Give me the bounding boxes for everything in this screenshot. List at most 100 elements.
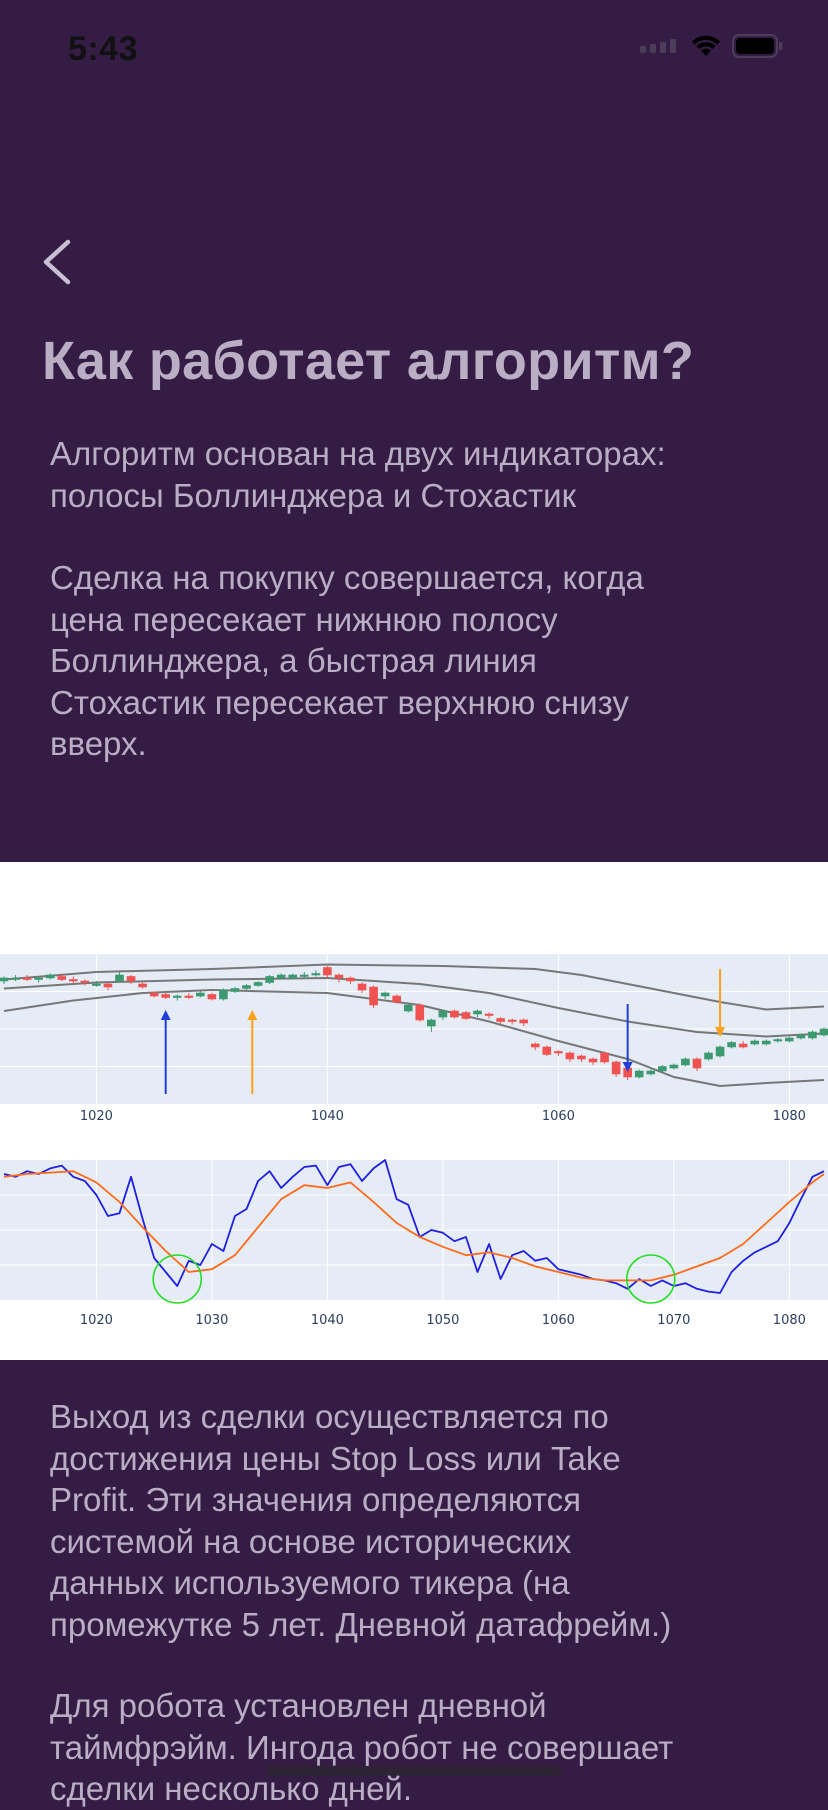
candle-body bbox=[692, 1058, 702, 1069]
candle-body bbox=[346, 977, 355, 982]
candle-body bbox=[392, 995, 401, 1003]
candle-body bbox=[565, 1052, 575, 1060]
candle-body bbox=[369, 986, 378, 1006]
intro-paragraph: Алгоритм основан на двух индикаторах: по… bbox=[50, 435, 666, 514]
upper-band-line bbox=[3, 963, 825, 1011]
candle-body bbox=[380, 992, 390, 997]
candle-body bbox=[738, 1043, 748, 1048]
candle-body bbox=[658, 1066, 667, 1072]
candle-body bbox=[230, 988, 240, 992]
candle-body bbox=[750, 1040, 760, 1045]
candle-body bbox=[92, 983, 101, 986]
buy-arrow-head bbox=[160, 1010, 171, 1020]
candle-body bbox=[334, 974, 344, 979]
candle-body bbox=[704, 1052, 713, 1060]
x-tick-label: 1040 bbox=[311, 1109, 344, 1124]
stochastic-fast-line bbox=[3, 1159, 825, 1294]
chevron-left-icon bbox=[43, 239, 71, 285]
candle-body bbox=[773, 1039, 783, 1042]
lower-band-line bbox=[3, 988, 825, 1088]
candle-body bbox=[242, 985, 251, 989]
candle-body bbox=[207, 994, 217, 1000]
battery-icon bbox=[732, 34, 783, 58]
candle-body bbox=[808, 1031, 817, 1039]
candle-body bbox=[496, 1018, 505, 1022]
x-tick-label: 1060 bbox=[542, 1313, 575, 1328]
price-chart: 1020 1040 1060 1080 bbox=[0, 954, 828, 1124]
wifi-icon bbox=[692, 35, 720, 56]
status-bar: 5:43 bbox=[0, 0, 828, 100]
candle-body bbox=[530, 1043, 540, 1048]
candle-body bbox=[600, 1052, 609, 1063]
candle-body bbox=[427, 1019, 436, 1027]
candle-body bbox=[57, 976, 67, 980]
candle-body bbox=[634, 1070, 644, 1078]
candle-body bbox=[196, 992, 205, 997]
candle-body bbox=[461, 1012, 471, 1019]
candle-body bbox=[265, 976, 274, 983]
exit-rule-paragraph: Выход из сделки осуществляется по достиж… bbox=[50, 1398, 672, 1643]
candle-body bbox=[588, 1058, 598, 1063]
buy-arrow-head bbox=[622, 1062, 633, 1072]
candle-body bbox=[149, 992, 159, 997]
candle-body bbox=[761, 1040, 771, 1045]
candle-body bbox=[554, 1051, 563, 1054]
candle-body bbox=[0, 977, 9, 982]
stochastic-slow-line bbox=[3, 1170, 825, 1282]
candle-body bbox=[542, 1046, 552, 1055]
candle-body bbox=[669, 1064, 679, 1069]
candle-body bbox=[161, 994, 170, 998]
candle-body bbox=[796, 1034, 806, 1039]
candle-body bbox=[311, 973, 321, 976]
candle-body bbox=[184, 995, 194, 998]
candle-body bbox=[172, 995, 182, 998]
x-tick-label: 1060 bbox=[542, 1109, 575, 1124]
candle-body bbox=[415, 1004, 425, 1021]
cross-marker-circle bbox=[625, 1254, 676, 1304]
candle-body bbox=[403, 1004, 413, 1012]
chart-panel: 1020 1040 1060 1080 1020 1030 1040 1050 1060 1070… bbox=[0, 862, 828, 1360]
candle-body bbox=[22, 977, 32, 980]
candle-body bbox=[34, 977, 43, 980]
candle-body bbox=[80, 980, 90, 983]
candle-body bbox=[115, 974, 124, 982]
x-tick-label: 1080 bbox=[773, 1109, 806, 1124]
home-indicator bbox=[266, 1766, 562, 1776]
candle-body bbox=[357, 983, 367, 991]
candle-body bbox=[611, 1061, 621, 1075]
sell-arrow-head bbox=[247, 1010, 258, 1020]
candle-body bbox=[450, 1010, 459, 1018]
status-time: 5:43 bbox=[68, 30, 139, 68]
candle-body bbox=[323, 967, 332, 976]
candle-body bbox=[785, 1037, 794, 1042]
x-tick-label: 1020 bbox=[80, 1109, 113, 1124]
candle-body bbox=[288, 974, 298, 979]
x-tick-label: 1050 bbox=[426, 1313, 459, 1328]
candle-body bbox=[507, 1019, 517, 1022]
x-tick-label: 1080 bbox=[773, 1313, 806, 1328]
x-tick-label: 1030 bbox=[195, 1313, 228, 1328]
timeframe-paragraph: Для робота установлен дневной таймфрэйм.… bbox=[50, 1687, 674, 1807]
x-tick-label: 1020 bbox=[80, 1313, 113, 1328]
page-title: Как работает алгоритм? bbox=[42, 331, 695, 391]
stochastic-chart: 1020 1030 1040 1050 1060 1070 1080 bbox=[0, 1159, 828, 1328]
candle-body bbox=[473, 1010, 482, 1015]
candle-body bbox=[253, 982, 263, 986]
candle-body bbox=[681, 1058, 690, 1066]
sell-arrow-head bbox=[715, 1027, 726, 1037]
candle-body bbox=[103, 983, 113, 988]
status-icons bbox=[640, 34, 784, 58]
candle-body bbox=[219, 989, 228, 1000]
candle-body bbox=[438, 1010, 448, 1018]
back-button[interactable] bbox=[38, 236, 82, 288]
candle-body bbox=[276, 974, 286, 979]
signal-icon bbox=[640, 39, 676, 53]
candle-body bbox=[577, 1055, 586, 1060]
candle-body bbox=[68, 979, 78, 982]
charts-svg: 1020 1040 1060 1080 1020 1030 1040 1050 1060 1070… bbox=[0, 954, 828, 1328]
candle-body bbox=[45, 974, 55, 979]
buy-rule-paragraph: Сделка на покупку совершается, когда цен… bbox=[50, 559, 644, 762]
x-tick-label: 1040 bbox=[311, 1313, 344, 1328]
x-tick-label: 1070 bbox=[657, 1313, 690, 1328]
candle-body bbox=[138, 983, 147, 988]
